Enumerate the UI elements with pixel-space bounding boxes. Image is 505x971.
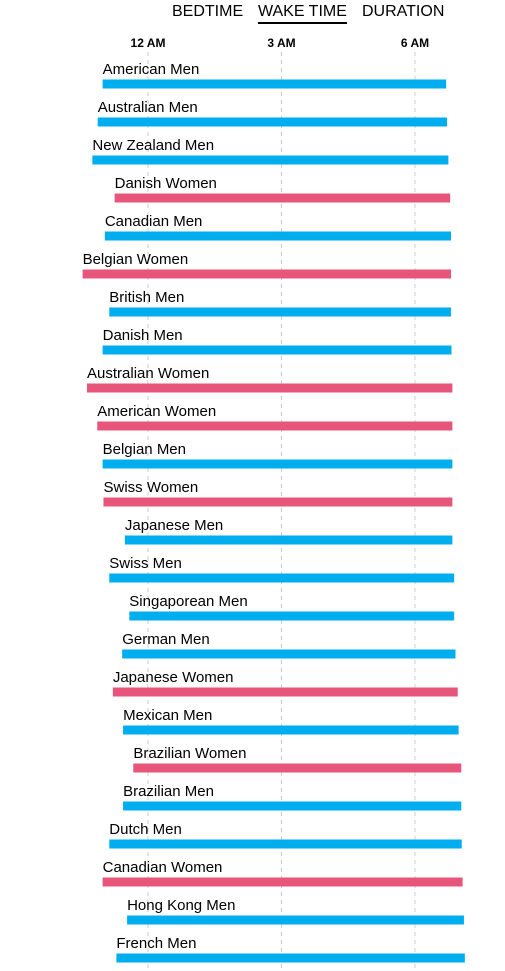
x-tick-label: 3 AM [267,36,295,50]
row-label: Dutch Men [109,821,182,838]
tab-duration[interactable]: DURATION [362,3,445,20]
tab-bedtime[interactable]: BEDTIME [172,3,244,20]
chart-row: Australian Men [97,99,448,127]
row-label: Belgian Men [103,441,186,458]
chart-row: Danish Men [102,327,452,355]
sleep-bar[interactable] [109,839,462,849]
chart-rows: American Men Australian Men New Zealand Me… [82,61,465,963]
row-label: Brazilian Women [133,745,246,762]
chart-row: Hong Kong Men [127,897,464,925]
chart-row: Canadian Men [104,213,452,241]
row-label: Danish Women [115,175,217,192]
chart-row: Danish Women [114,175,451,203]
sleep-bar[interactable] [123,725,459,735]
chart-row: Mexican Men [123,707,459,735]
row-label: Japanese Women [113,669,234,686]
chart-row: British Men [109,289,452,317]
sleep-bar[interactable] [102,345,452,355]
chart-row: American Men [102,61,447,89]
chart-row: Swiss Women [103,479,453,507]
view-tabs: BEDTIME WAKE TIME DURATION [0,2,505,24]
x-tick-label: 12 AM [131,36,166,50]
sleep-bar[interactable] [102,877,463,887]
chart-row: Singaporean Men [129,593,455,621]
x-axis-ticks: 12 AM 3 AM 6 AM [131,36,430,50]
row-label: French Men [116,935,196,952]
chart-row: Japanese Men [124,517,453,545]
sleep-bar[interactable] [133,763,462,773]
chart-row: Belgian Men [102,441,453,469]
row-label: Brazilian Men [123,783,214,800]
chart-row: French Men [116,935,465,963]
sleep-bar[interactable] [102,459,453,469]
row-label: British Men [109,289,184,306]
chart-row: German Men [122,631,456,659]
chart-row: Swiss Men [109,555,455,583]
sleep-bar[interactable] [109,307,452,317]
sleep-bar[interactable] [123,801,462,811]
gridlines [147,52,416,971]
sleep-bar[interactable] [87,383,453,393]
x-tick-label: 6 AM [401,36,429,50]
row-label: Swiss Women [104,479,199,496]
row-label: Belgian Women [83,251,189,268]
sleep-bar[interactable] [103,497,453,507]
chart-row: American Women [97,403,453,431]
row-label: American Women [97,403,216,420]
sleep-bar[interactable] [127,915,464,925]
sleep-bar[interactable] [102,79,447,89]
sleep-bar[interactable] [97,117,448,127]
row-label: New Zealand Men [92,137,214,154]
row-label: Canadian Men [105,213,203,230]
row-label: German Men [122,631,210,648]
sleep-bar[interactable] [129,611,455,621]
chart-row: Brazilian Men [123,783,462,811]
chart-row: Australian Women [87,365,453,393]
chart-row: Japanese Women [112,669,458,697]
sleep-bar[interactable] [82,269,452,279]
row-label: Australian Women [87,365,209,382]
tab-wake-time[interactable]: WAKE TIME [258,2,347,24]
row-label: Canadian Women [103,859,223,876]
row-label: Danish Men [103,327,183,344]
row-label: Singaporean Men [129,593,247,610]
row-label: Swiss Men [109,555,182,572]
sleep-bar[interactable] [122,649,456,659]
sleep-bar[interactable] [97,421,453,431]
chart-row: New Zealand Men [92,137,449,165]
sleep-bar[interactable] [112,687,458,697]
chart-row: Brazilian Women [133,745,462,773]
row-label: Australian Men [98,99,198,116]
row-label: Hong Kong Men [127,897,235,914]
sleep-bar[interactable] [109,573,455,583]
row-label: Japanese Men [125,517,223,534]
row-label: American Men [103,61,200,78]
row-label: Mexican Men [123,707,212,724]
sleep-bar[interactable] [116,953,465,963]
chart-row: Dutch Men [109,821,462,849]
sleep-bar[interactable] [124,535,453,545]
sleep-bar[interactable] [114,193,451,203]
sleep-bar[interactable] [104,231,452,241]
sleep-bar[interactable] [92,155,449,165]
chart-row: Canadian Women [102,859,463,887]
chart-row: Belgian Women [82,251,452,279]
